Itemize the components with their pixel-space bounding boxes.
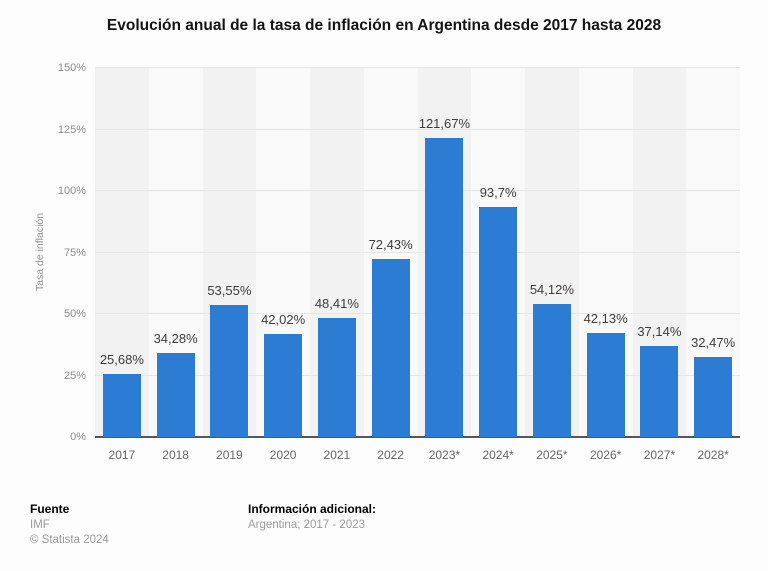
plot-area: 25,68% 34,28% 53,55% 42,02% 48,41% 72,43% 121,… [95,67,740,438]
bar-2018[interactable] [156,352,195,437]
y-tick-label-125: 125% [57,123,86,136]
x-axis-line [95,436,740,438]
bar-2027[interactable] [640,345,679,437]
bar-value-label-2026: 42,13% [583,311,628,327]
gridline-100 [95,190,740,191]
x-tick-label-2018: 2018 [162,448,189,462]
y-tick-label-25: 25% [63,369,86,382]
y-tick-label-75: 75% [63,246,86,259]
additional-info-label: Información adicional: [248,502,377,516]
bar-value-label-2023: 121,67% [418,115,471,131]
y-tick-label-0: 0% [70,431,86,443]
gridline-50 [95,313,740,314]
bar-2026[interactable] [586,333,625,437]
bar-value-label-2025: 54,12% [529,281,574,297]
x-tick-label-2020: 2020 [269,448,297,462]
chart-title: Evolución anual de la tasa de inflación … [106,17,662,34]
x-tick-label-2024: 2024* [482,448,514,462]
bar-value-label-2021: 48,41% [314,295,359,311]
bar-value-label-2022: 72,43% [368,236,413,252]
bar-2028[interactable] [694,357,733,437]
x-tick-label-2017: 2017 [108,448,136,462]
source-label: Fuente [30,502,70,516]
bar-value-label-2019: 53,55% [207,283,252,299]
bar-value-label-2028: 32,47% [691,335,736,351]
x-tick-label-2019: 2019 [216,448,243,462]
gridline-25 [95,374,740,376]
x-tick-label-2021: 2021 [323,448,351,462]
gridline-150 [95,67,740,68]
bar-2020[interactable] [264,333,303,437]
y-tick-label-50: 50% [63,308,86,320]
bar-value-label-2024: 93,7% [479,184,517,200]
x-tick-label-2023: 2023* [428,448,461,462]
bar-2024[interactable] [479,206,518,437]
x-tick-label-2026: 2026* [589,448,622,462]
bar-2023[interactable] [425,137,464,437]
bar-value-label-2017: 25,68% [99,351,144,367]
bar-value-label-2020: 42,02% [261,311,306,327]
bar-2025[interactable] [532,303,571,437]
additional-info-value: Argentina; 2017 - 2023 [248,519,366,531]
bar-2021[interactable] [317,317,356,437]
x-tick-label-2027: 2027* [643,448,676,462]
copyright-text: © Statista 2024 [30,534,109,546]
x-tick-label-2025: 2025* [536,448,568,462]
gridline-75 [95,251,740,253]
bar-2019[interactable] [210,305,249,437]
source-name: IMF [30,519,50,531]
bar-2017[interactable] [102,373,141,437]
x-tick-label-2022: 2022 [377,448,404,462]
bar-value-label-2027: 37,14% [637,323,682,339]
gridline-125 [95,128,740,130]
bar-value-label-2018: 34,28% [153,330,198,346]
y-tick-label-100: 100% [57,185,86,197]
y-tick-label-150: 150% [57,62,86,74]
x-tick-label-2028: 2028* [697,448,729,462]
bar-2022[interactable] [371,258,410,437]
